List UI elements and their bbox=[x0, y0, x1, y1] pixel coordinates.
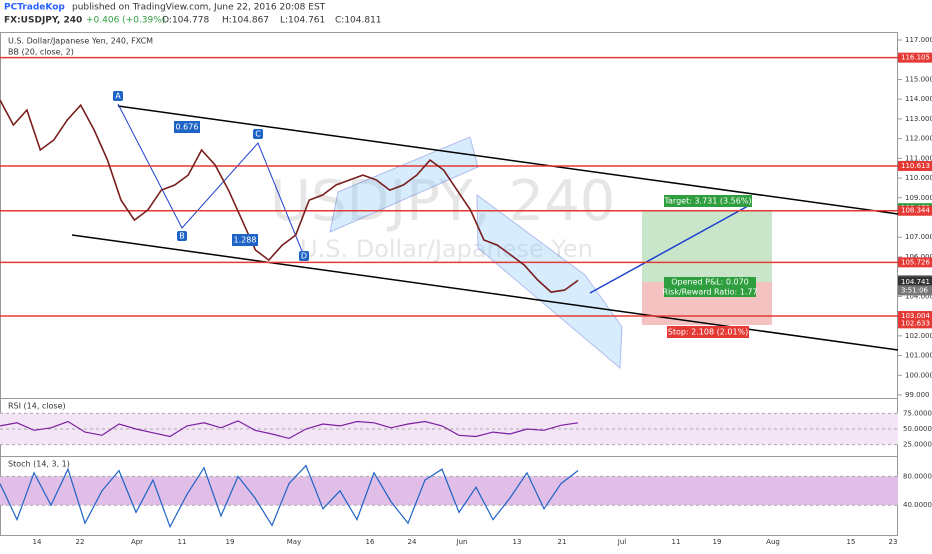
price-badge-label: 108.344 bbox=[901, 207, 930, 215]
target-zone bbox=[642, 211, 772, 282]
ratio-label: 1.288 bbox=[234, 236, 257, 245]
pattern-label: B bbox=[179, 232, 185, 241]
y-tick-label: 75.0000 bbox=[903, 409, 932, 417]
y-tick-label: 113.000 bbox=[905, 115, 932, 123]
price-badge bbox=[898, 311, 932, 322]
main-title: U.S. Dollar/Japanese Yen, 240, FXCM bbox=[8, 37, 153, 46]
y-tick-label: 112.000 bbox=[905, 135, 932, 143]
x-tick-label: 11 bbox=[672, 538, 681, 546]
pnl-box bbox=[664, 277, 756, 297]
pattern-label: A bbox=[115, 92, 121, 101]
price-badge-label: 110.613 bbox=[901, 162, 930, 170]
y-tick-label: 40.0000 bbox=[903, 501, 932, 509]
high: H:104.867 bbox=[222, 16, 269, 26]
stoch-line bbox=[0, 464, 579, 529]
y-tick-label: 106.000 bbox=[905, 253, 932, 261]
x-tick-label: 16 bbox=[366, 538, 375, 546]
price-badge-label: 116.105 bbox=[901, 54, 930, 62]
x-tick-label: Apr bbox=[131, 538, 143, 546]
y-tick-label: 50.0000 bbox=[903, 425, 932, 433]
stoch-title: Stoch (14, 3, 1) bbox=[8, 460, 70, 469]
price-line bbox=[0, 99, 579, 293]
x-tick-label: 13 bbox=[513, 538, 522, 546]
timer-badge bbox=[898, 285, 932, 296]
y-tick-label: 80.0000 bbox=[903, 472, 932, 480]
change: +0.406 (+0.39%) bbox=[86, 16, 165, 26]
ratio-box bbox=[174, 121, 200, 133]
close: C:104.811 bbox=[335, 16, 382, 26]
y-tick-label: 117.000 bbox=[905, 36, 932, 44]
price-badge bbox=[898, 205, 932, 216]
x-tick-label: Aug bbox=[766, 538, 780, 546]
x-tick-label: 19 bbox=[713, 538, 722, 546]
pattern-point bbox=[177, 231, 187, 241]
watermark: USDJPY, 240 bbox=[270, 169, 615, 234]
frame bbox=[0, 32, 898, 536]
projection bbox=[589, 205, 749, 294]
x-tick-label: May bbox=[287, 538, 301, 546]
y-tick-label: 114.000 bbox=[905, 95, 932, 103]
rr-label: Risk/Reward Ratio: 1.77 bbox=[662, 288, 757, 297]
stop-box bbox=[667, 326, 749, 338]
pnl-label: Opened P&L: 0.070 bbox=[671, 278, 749, 287]
y-tick-label: 99.000 bbox=[905, 391, 930, 399]
timer: 3:51:06 bbox=[901, 286, 929, 294]
low: L:104.761 bbox=[280, 16, 325, 26]
trendline bbox=[117, 105, 899, 215]
stoch-band bbox=[0, 476, 898, 506]
y-tick-label: 101.000 bbox=[905, 352, 932, 360]
price-badge bbox=[898, 52, 932, 63]
x-tick-label: 11 bbox=[178, 538, 187, 546]
price-badge-label: 104.741 bbox=[901, 278, 930, 286]
stop-label: Stop: 2.108 (2.01%) bbox=[668, 328, 749, 337]
x-tick-label: 21 bbox=[558, 538, 567, 546]
x-tick-label: 19 bbox=[226, 538, 235, 546]
open: O:104.778 bbox=[162, 16, 209, 26]
pattern-point bbox=[299, 251, 309, 261]
x-tick-label: 24 bbox=[408, 538, 417, 546]
watermark: U.S. Dollar/Japanese Yen bbox=[300, 235, 593, 263]
x-tick-label: 23 bbox=[889, 538, 898, 546]
rsi-title: RSI (14, close) bbox=[8, 402, 66, 411]
y-tick-label: 100.000 bbox=[905, 371, 932, 379]
y-tick-label: 115.000 bbox=[905, 75, 932, 83]
author[interactable]: PCTradeKop bbox=[4, 3, 65, 13]
symbol: FX:USDJPY, 240 bbox=[4, 16, 82, 26]
price-badge-label: 102.633 bbox=[901, 319, 930, 327]
trendline bbox=[71, 234, 899, 351]
x-tick-label: 14 bbox=[33, 538, 42, 546]
target-label: Target: 3.731 (3.56%) bbox=[663, 197, 751, 206]
pattern-label: D bbox=[301, 252, 307, 261]
y-tick-label: 110.000 bbox=[905, 174, 932, 182]
price-badge-label: 103.004 bbox=[901, 312, 930, 320]
rsi-band bbox=[0, 413, 898, 445]
x-tick-label: 22 bbox=[76, 538, 85, 546]
y-tick-label: 102.000 bbox=[905, 332, 932, 340]
pattern-point bbox=[113, 91, 123, 101]
y-tick-label: 109.000 bbox=[905, 194, 932, 202]
published: published on TradingView.com, June 22, 2… bbox=[72, 3, 326, 13]
price-badge bbox=[898, 276, 932, 287]
pattern-point bbox=[253, 129, 263, 139]
target-box bbox=[664, 195, 752, 207]
y-tick-label: 104.000 bbox=[905, 292, 932, 300]
price-badge bbox=[898, 257, 932, 268]
y-tick-label: 111.000 bbox=[905, 154, 932, 162]
ratio-label: 0.676 bbox=[176, 123, 199, 132]
indicator-title: BB (20, close, 2) bbox=[8, 48, 74, 57]
pattern-label: C bbox=[255, 130, 261, 139]
y-tick-label: 107.000 bbox=[905, 233, 932, 241]
price-badge bbox=[898, 318, 932, 329]
ratio-box bbox=[232, 234, 258, 246]
price-badge bbox=[898, 160, 932, 171]
x-tick-label: Jun bbox=[456, 538, 468, 546]
y-tick-label: 25.0000 bbox=[903, 441, 932, 449]
x-tick-label: 15 bbox=[847, 538, 856, 546]
price-badge-label: 105.726 bbox=[901, 258, 930, 266]
x-tick-label: Jul bbox=[617, 538, 627, 546]
rsi-line bbox=[0, 420, 579, 440]
